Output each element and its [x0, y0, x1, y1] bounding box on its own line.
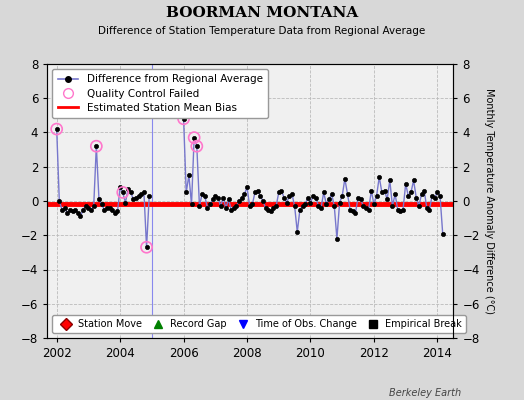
Text: BOORMAN MONTANA: BOORMAN MONTANA [166, 6, 358, 20]
Point [190, 134, 199, 141]
Text: Berkeley Earth: Berkeley Earth [389, 388, 461, 398]
Legend: Station Move, Record Gap, Time of Obs. Change, Empirical Break: Station Move, Record Gap, Time of Obs. C… [52, 315, 466, 333]
Y-axis label: Monthly Temperature Anomaly Difference (°C): Monthly Temperature Anomaly Difference (… [484, 88, 494, 314]
Point [179, 116, 188, 122]
Point [118, 189, 127, 196]
Point [193, 143, 201, 149]
Text: Difference of Station Temperature Data from Regional Average: Difference of Station Temperature Data f… [99, 26, 425, 36]
Point [52, 126, 61, 132]
Point [143, 244, 151, 250]
Point [92, 143, 101, 149]
